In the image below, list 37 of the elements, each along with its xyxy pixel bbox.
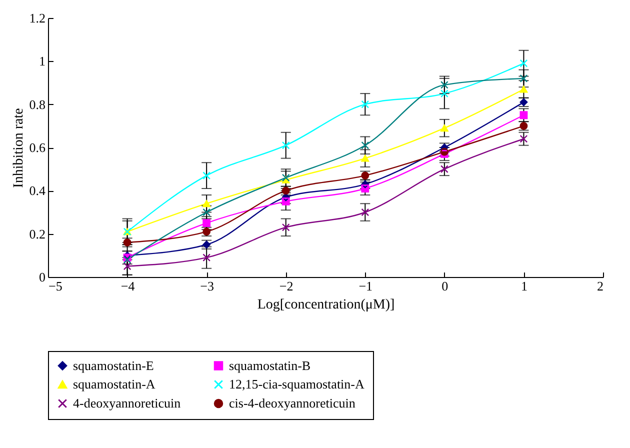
legend-label: 4-deoxyannoreticuin (73, 396, 182, 410)
point (440, 165, 448, 174)
x-tick-label: 2 (597, 278, 604, 294)
point (282, 141, 290, 150)
x-tick-label: 1 (520, 278, 528, 294)
x-tick-label: −2 (279, 278, 294, 294)
point (123, 262, 132, 270)
point (361, 100, 370, 108)
y-tick-label: 0.8 (29, 96, 46, 112)
x-tick-label: −1 (358, 278, 373, 294)
x-tick-label: 0 (442, 278, 448, 294)
y-tick-label: 0.2 (29, 226, 46, 242)
point (361, 208, 370, 216)
y-axis-title: Inhibition rate (11, 108, 26, 188)
legend-label: cis-4-deoxyannoreticuin (229, 396, 356, 410)
y-tick-label: 1 (39, 54, 46, 69)
y-tick-label: 0.4 (29, 183, 46, 198)
point (440, 80, 448, 89)
y-tick-label: 1.2 (29, 10, 46, 26)
point (202, 172, 211, 180)
point (282, 223, 290, 232)
x-tick-label: −3 (200, 278, 214, 294)
x-tick-label: −5 (48, 278, 62, 294)
legend-label: squamostatin-E (73, 358, 154, 373)
point (520, 134, 528, 143)
point (440, 90, 448, 98)
point (202, 208, 211, 216)
x-tick-label: −4 (120, 278, 136, 294)
legend-label: squamostatin-A (73, 376, 156, 392)
point (520, 59, 528, 68)
point (520, 74, 528, 82)
legend-label: squamostatin-B (229, 358, 311, 373)
y-tick-label: 0.6 (29, 140, 46, 155)
point (361, 141, 370, 150)
x-axis-title: Log[concentration(μM)] (257, 298, 395, 312)
legend-label: 12,15-cia-squamostatin-A (229, 376, 365, 392)
point (202, 254, 211, 262)
